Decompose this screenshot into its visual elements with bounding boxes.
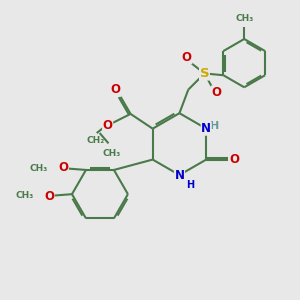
Text: CH₂: CH₂	[86, 136, 104, 145]
Text: O: O	[44, 190, 54, 203]
Text: N: N	[174, 169, 184, 182]
Text: CH₃: CH₃	[102, 149, 121, 158]
Text: O: O	[58, 161, 68, 174]
Text: O: O	[230, 153, 240, 166]
Text: S: S	[200, 67, 209, 80]
Text: CH₃: CH₃	[235, 14, 253, 23]
Text: O: O	[182, 51, 192, 64]
Text: H: H	[186, 180, 194, 190]
Text: O: O	[111, 83, 121, 96]
Text: O: O	[103, 118, 112, 132]
Text: H: H	[210, 121, 219, 131]
Text: CH₃: CH₃	[15, 191, 34, 200]
Text: O: O	[211, 86, 221, 99]
Text: N: N	[201, 122, 211, 135]
Text: CH₃: CH₃	[29, 164, 48, 173]
